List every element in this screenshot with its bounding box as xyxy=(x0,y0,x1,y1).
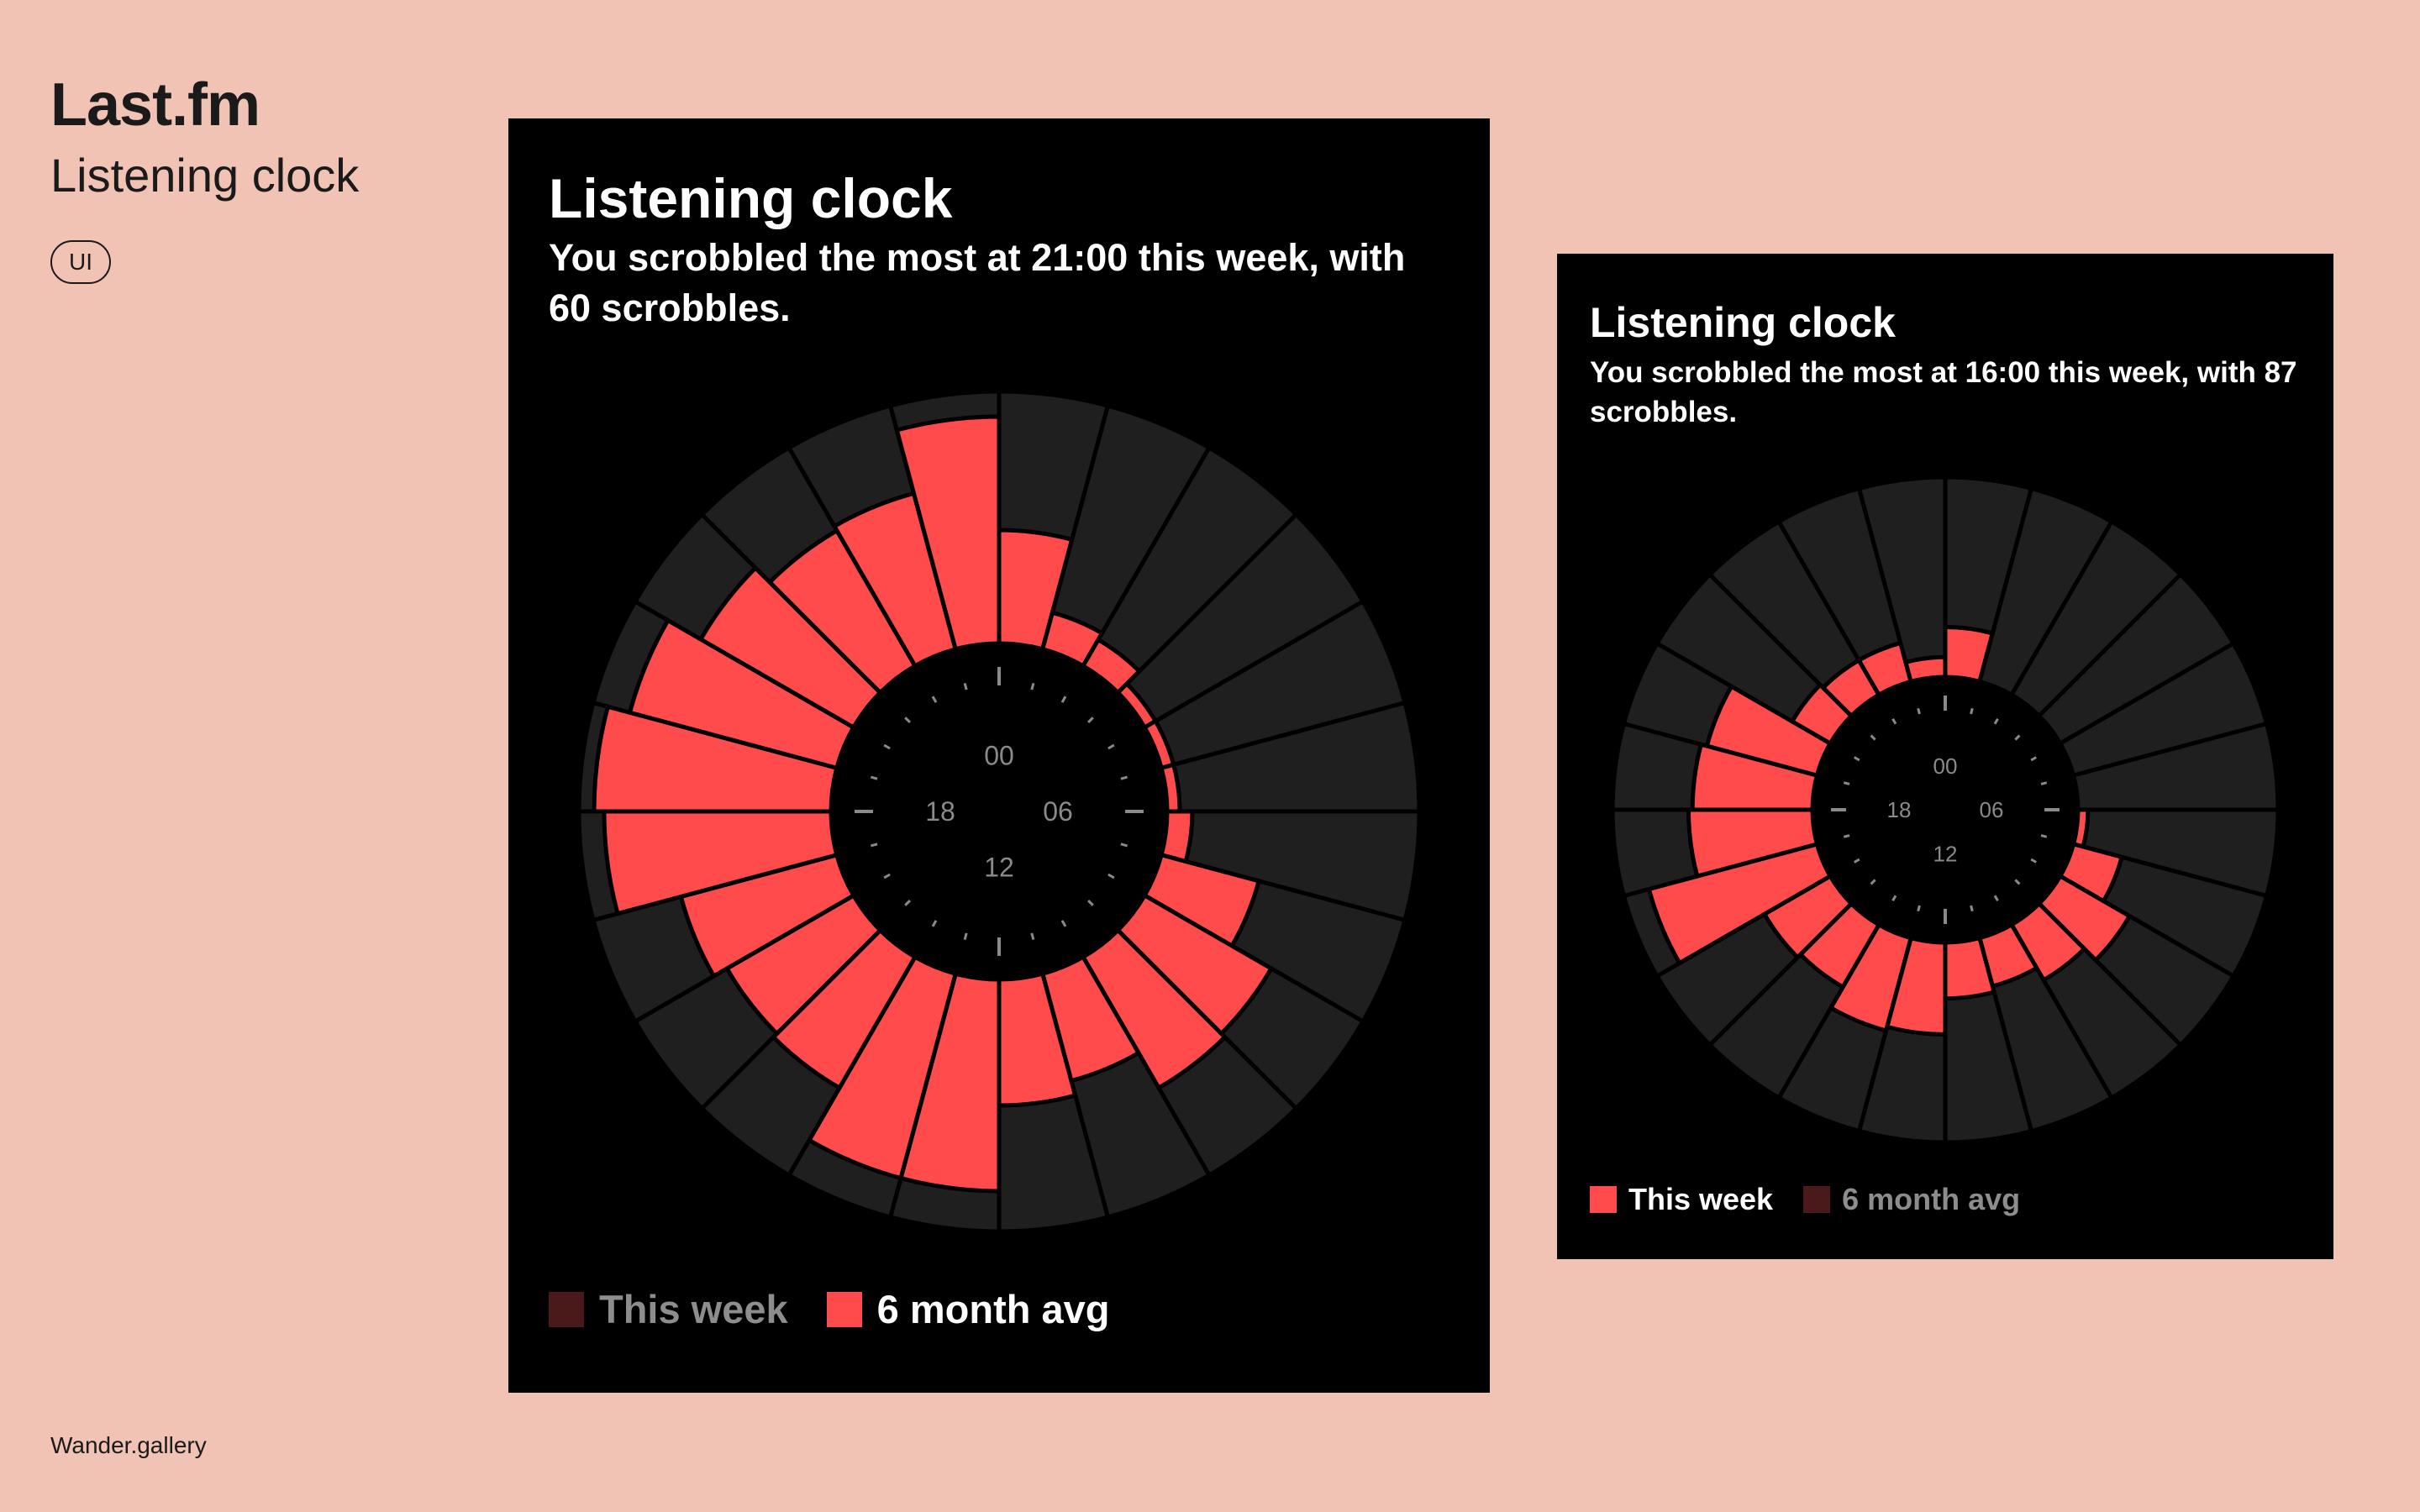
clock-tick xyxy=(1030,932,1035,941)
card-description: You scrobbled the most at 16:00 this wee… xyxy=(1590,356,2297,428)
clock-tick xyxy=(1917,707,1921,715)
clock-tick xyxy=(931,696,938,703)
legend-swatch xyxy=(549,1291,584,1327)
clock-face xyxy=(1812,677,2078,942)
chart-legend: This week 6 month avg xyxy=(1590,1182,2020,1217)
hour-label-18: 18 xyxy=(1887,797,1912,822)
listening-clock-chart: 00 06 12 18 xyxy=(1610,475,2281,1145)
clock-tick xyxy=(1030,682,1035,690)
clock-face xyxy=(831,643,1167,979)
card-description: You scrobbled the most at 21:00 this wee… xyxy=(549,236,1406,329)
clock-tick xyxy=(1970,707,1974,715)
clock-tick xyxy=(1087,717,1094,723)
clock-tick xyxy=(1917,905,1921,912)
clock-tick xyxy=(963,682,968,690)
legend-item-6-month-avg: 6 month avg xyxy=(1803,1182,2020,1217)
clock-tick xyxy=(963,932,968,941)
legend-swatch xyxy=(1590,1186,1617,1213)
legend-item-6-month-avg: 6 month avg xyxy=(826,1286,1110,1332)
hour-label-12: 12 xyxy=(1933,841,1958,866)
clock-tick xyxy=(904,900,911,906)
hour-label-00: 00 xyxy=(984,741,1014,771)
legend-item-this-week: This week xyxy=(1590,1182,1773,1217)
listening-clock-chart: 00 06 12 18 xyxy=(576,389,1422,1234)
legend-label: 6 month avg xyxy=(876,1287,1110,1331)
clock-tick xyxy=(931,920,938,927)
legend-label: This week xyxy=(1628,1182,1774,1216)
clock-tick xyxy=(1970,905,1974,912)
legend-item-this-week: This week xyxy=(549,1286,788,1332)
clock-tick xyxy=(1870,734,1876,741)
clock-tick xyxy=(870,843,878,848)
clock-tick xyxy=(1107,743,1115,750)
hour-label-18: 18 xyxy=(925,796,955,827)
hour-label-06: 06 xyxy=(1043,796,1073,827)
clock-tick xyxy=(2014,734,2021,741)
hour-label-00: 00 xyxy=(1933,753,1958,779)
clock-tick xyxy=(1060,920,1067,927)
legend-swatch xyxy=(826,1291,862,1327)
footer-credit[interactable]: Wander.gallery xyxy=(50,1432,207,1458)
legend-label: This week xyxy=(599,1287,788,1331)
clock-tick xyxy=(1853,756,1860,762)
clock-tick xyxy=(1993,717,1999,725)
clock-tick xyxy=(1870,879,1876,885)
brand-title: Last.fm xyxy=(50,71,260,139)
clock-tick xyxy=(870,775,878,780)
sidebar-info: Last.fm Listening clock UI xyxy=(50,67,359,284)
clock-tick xyxy=(1993,895,1999,902)
clock-tick xyxy=(2040,834,2048,838)
hour-label-12: 12 xyxy=(984,853,1014,883)
hour-label-06: 06 xyxy=(1980,797,2004,822)
page-subtitle: Listening clock xyxy=(50,149,360,202)
clock-tick xyxy=(1853,858,1860,864)
listening-clock-card-small: Listening clock You scrobbled the most a… xyxy=(1557,254,2333,1259)
listening-clock-card-large: Listening clock You scrobbled the most a… xyxy=(508,118,1490,1393)
clock-tick xyxy=(1120,843,1128,848)
clock-tick xyxy=(1120,775,1128,780)
chart-legend: This week 6 month avg xyxy=(549,1286,1109,1332)
clock-tick xyxy=(1843,781,1850,785)
card-title: Listening clock xyxy=(1590,299,1896,346)
clock-tick xyxy=(1107,873,1115,879)
clock-tick xyxy=(883,743,891,750)
clock-tick xyxy=(883,873,891,879)
legend-label: 6 month avg xyxy=(1842,1182,2021,1216)
clock-tick xyxy=(2030,756,2038,762)
legend-swatch xyxy=(1803,1186,1831,1213)
clock-tick xyxy=(1891,717,1897,725)
card-title: Listening clock xyxy=(549,167,953,229)
clock-tick xyxy=(1891,895,1897,902)
clock-tick xyxy=(1087,900,1094,906)
clock-tick xyxy=(1060,696,1067,703)
clock-tick xyxy=(2014,879,2021,885)
clock-tick xyxy=(2030,858,2038,864)
clock-tick xyxy=(1843,834,1850,838)
clock-tick xyxy=(2040,781,2048,785)
clock-tick xyxy=(904,717,911,723)
category-tag[interactable]: UI xyxy=(50,240,111,284)
